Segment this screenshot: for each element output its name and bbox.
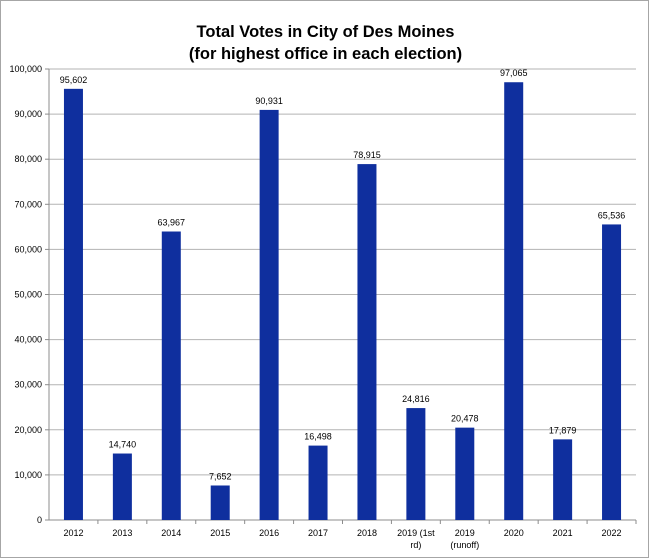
- x-tick-label: 2013: [112, 528, 132, 538]
- y-axis-tick-labels: 0 10,000 20,000 30,000 40,000 50,000 60,000 70,…: [9, 64, 42, 525]
- bars: [63, 82, 622, 521]
- axes: [45, 68, 637, 524]
- bar: [63, 88, 83, 521]
- x-tick-label: 2014: [161, 528, 181, 538]
- y-tick-label: 0: [37, 515, 42, 525]
- x-tick-label: 2018: [357, 528, 377, 538]
- data-label: 17,879: [549, 425, 577, 435]
- x-tick-label: 2021: [553, 528, 573, 538]
- bar: [553, 439, 573, 520]
- x-tick-label: 2020: [504, 528, 524, 538]
- x-axis-tick-labels: 2012 2013 2014 2015 2016 2017 2018 2019 (1st rd)…: [63, 528, 621, 550]
- data-label: 20,478: [451, 414, 479, 424]
- data-label: 90,931: [255, 96, 283, 106]
- bar: [504, 82, 524, 520]
- y-tick-label: 70,000: [14, 199, 42, 209]
- bar: [406, 408, 426, 520]
- x-tick-label: 2016: [259, 528, 279, 538]
- y-tick-label: 30,000: [14, 380, 42, 390]
- y-tick-label: 100,000: [9, 64, 42, 74]
- y-tick-label: 20,000: [14, 425, 42, 435]
- x-tick-label: 2012: [63, 528, 83, 538]
- x-tick-label: rd): [410, 540, 421, 550]
- bar: [308, 445, 328, 520]
- x-tick-label: 2015: [210, 528, 230, 538]
- x-tick-label: (runoff): [450, 540, 479, 550]
- bar: [259, 109, 279, 521]
- bar: [112, 453, 132, 520]
- data-label: 97,065: [500, 68, 528, 78]
- bar: [161, 231, 181, 520]
- data-label: 14,740: [109, 440, 137, 450]
- y-tick-label: 90,000: [14, 109, 42, 119]
- chart-title: Total Votes in City of Des Moines (for h…: [1, 21, 649, 65]
- data-labels: 95,602 14,740 63,967 7,652 90,931 16,498 78,91…: [60, 68, 626, 481]
- bar: [602, 224, 622, 521]
- bar: [455, 427, 475, 520]
- x-tick-label: 2019: [455, 528, 475, 538]
- chart-title-line-2: (for highest office in each election): [188, 45, 463, 63]
- y-tick-label: 80,000: [14, 154, 42, 164]
- x-tick-label: 2017: [308, 528, 328, 538]
- bar: [357, 164, 377, 520]
- y-tick-label: 40,000: [14, 335, 42, 345]
- x-tick-label: 2019 (1st: [397, 528, 435, 538]
- y-tick-label: 10,000: [14, 470, 42, 480]
- bar: [210, 485, 230, 520]
- data-label: 24,816: [402, 394, 430, 404]
- data-label: 78,915: [353, 150, 381, 160]
- data-label: 63,967: [158, 218, 186, 228]
- data-label: 16,498: [304, 432, 332, 442]
- x-tick-label: 2022: [602, 528, 622, 538]
- chart-title-line-1: Total Votes in City of Des Moines: [196, 23, 455, 41]
- data-label: 7,652: [209, 471, 232, 481]
- y-tick-label: 50,000: [14, 290, 42, 300]
- data-label: 65,536: [598, 210, 626, 220]
- gridlines: [49, 68, 636, 521]
- data-label: 95,602: [60, 75, 88, 85]
- y-tick-label: 60,000: [14, 244, 42, 254]
